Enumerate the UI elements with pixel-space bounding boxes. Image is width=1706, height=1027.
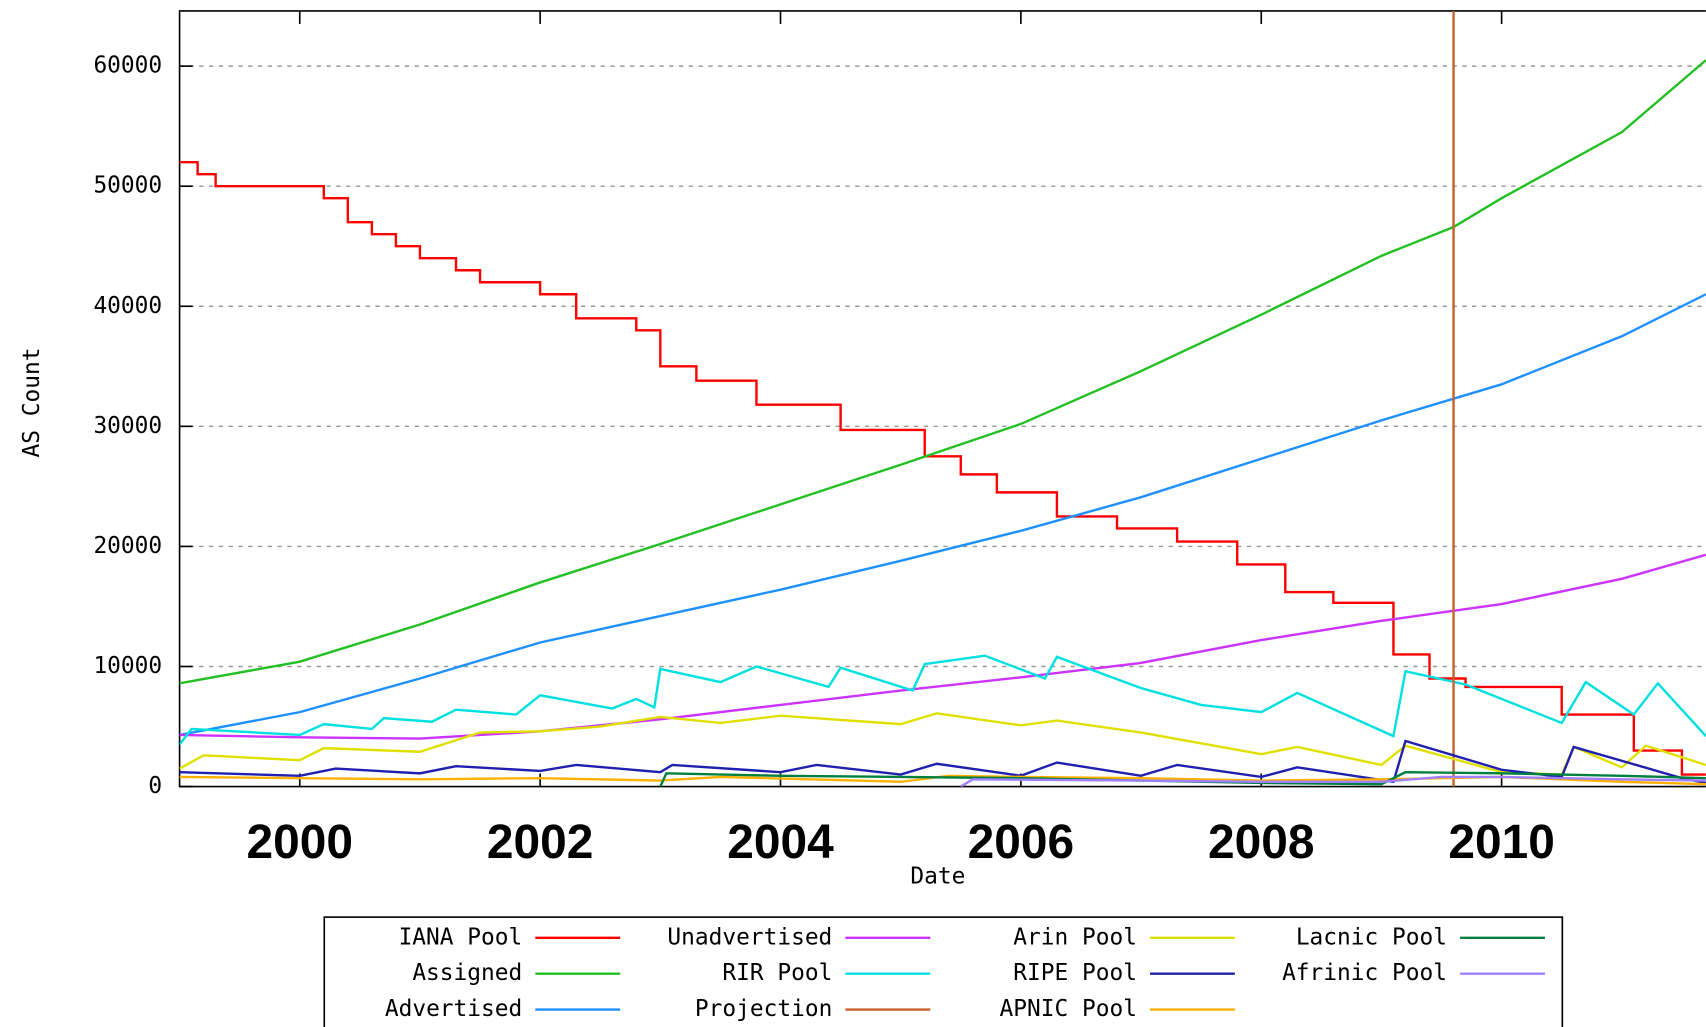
y-tick-label: 30000: [93, 413, 162, 439]
x-tick-label: 2000: [247, 816, 353, 869]
legend-label: Projection: [695, 996, 832, 1022]
legend-label: Afrinic Pool: [1282, 960, 1447, 986]
legend-box: [323, 916, 1564, 1027]
y-tick-label: 20000: [93, 533, 162, 559]
y-tick-label: 10000: [93, 653, 162, 679]
x-tick-label: 2006: [968, 816, 1074, 869]
legend-label: IANA Pool: [399, 924, 523, 950]
legend-label: RIPE Pool: [1013, 960, 1137, 986]
x-tick-label: 2002: [487, 816, 593, 869]
legend-label: Arin Pool: [1013, 924, 1137, 950]
y-axis-label: AS Count: [19, 348, 45, 458]
series-line: [179, 160, 1706, 776]
plot-area: [179, 10, 1706, 787]
y-tick-label: 0: [148, 773, 162, 799]
legend-label: APNIC Pool: [1000, 996, 1137, 1022]
plot-border: [178, 10, 1706, 788]
y-tick-label: 40000: [93, 293, 162, 319]
x-axis-label: Date: [910, 863, 965, 889]
series-line: [179, 739, 1706, 785]
x-tick-label: 2010: [1448, 816, 1554, 869]
y-tick-label: 50000: [93, 173, 162, 199]
legend-label: Lacnic Pool: [1296, 924, 1447, 950]
series-line: [960, 775, 1706, 787]
y-tick-label: 60000: [93, 53, 162, 79]
legend-label: Unadvertised: [667, 924, 832, 950]
series-line: [179, 293, 1706, 737]
legend-label: RIR Pool: [722, 960, 832, 986]
legend-label: Assigned: [412, 960, 522, 986]
series-line: [179, 59, 1706, 685]
series-line: [179, 654, 1706, 746]
legend-label: Advertised: [385, 996, 522, 1022]
x-tick-label: 2008: [1208, 816, 1314, 869]
x-tick-label: 2004: [727, 816, 834, 869]
series-line: [179, 553, 1706, 740]
